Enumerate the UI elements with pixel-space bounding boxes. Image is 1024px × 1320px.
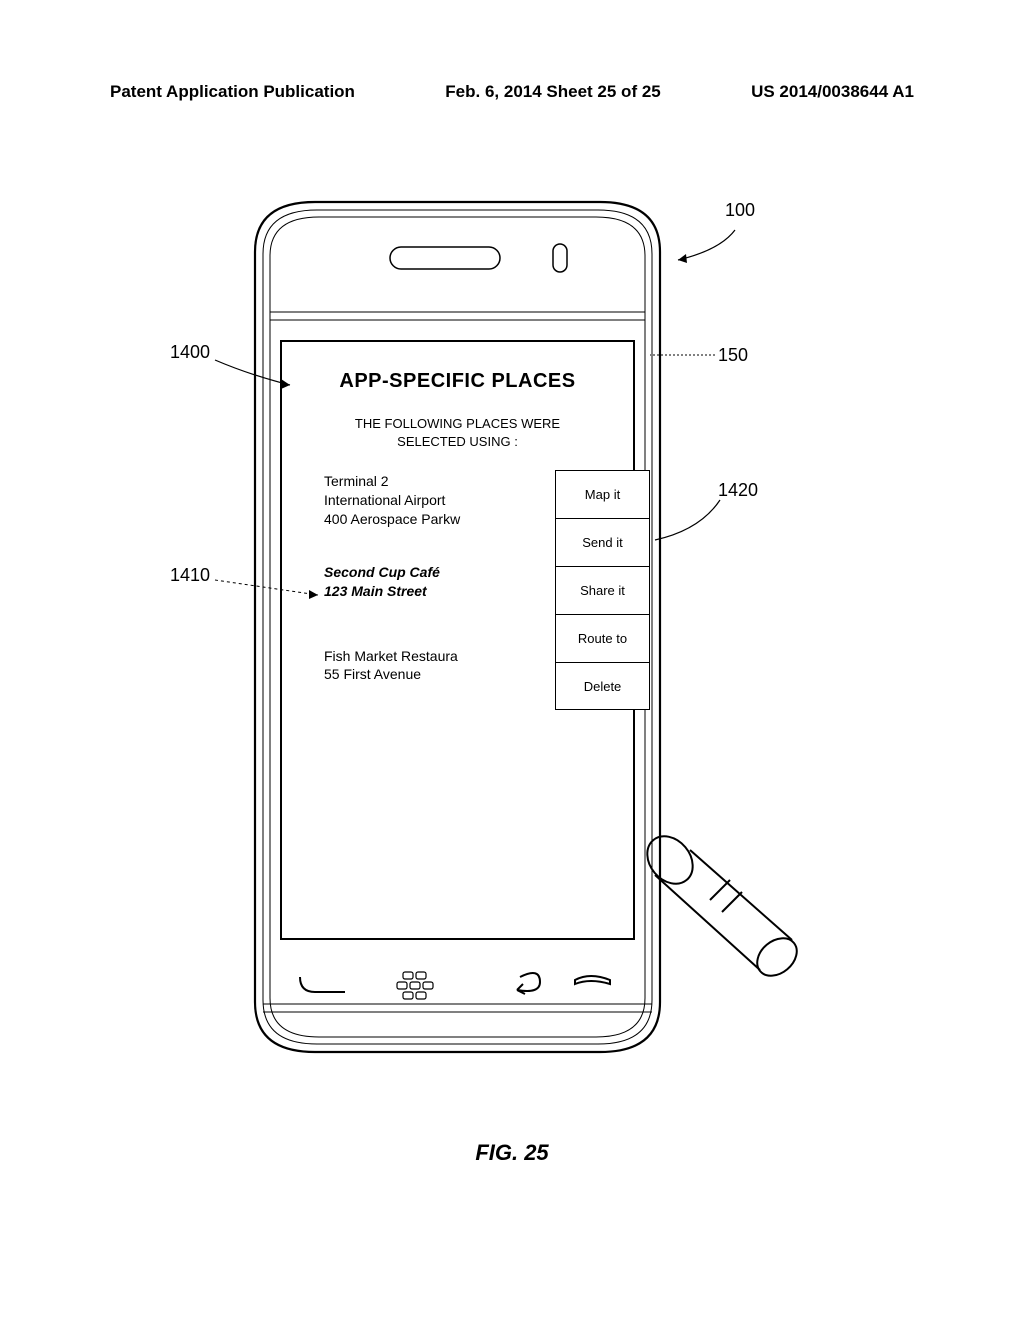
header-left: Patent Application Publication — [110, 82, 355, 102]
header-center: Feb. 6, 2014 Sheet 25 of 25 — [445, 82, 660, 102]
figure-area: APP-SPECIFIC PLACES THE FOLLOWING PLACES… — [0, 180, 1024, 1200]
figure-caption: FIG. 25 — [0, 1140, 1024, 1166]
header-right: US 2014/0038644 A1 — [751, 82, 914, 102]
leader-lines — [0, 180, 1024, 1080]
page-header: Patent Application Publication Feb. 6, 2… — [110, 82, 914, 102]
